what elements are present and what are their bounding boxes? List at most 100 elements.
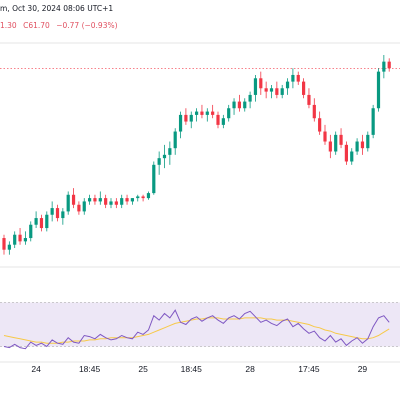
candle-body [34, 218, 38, 225]
legend-values: 1.30 C61.70 −0.77 (−0.93%) [0, 21, 122, 30]
candle-body [61, 211, 65, 219]
candle-body [275, 88, 279, 95]
candle [200, 104, 204, 119]
candle-body [328, 141, 332, 152]
candle [216, 111, 220, 129]
candle [307, 88, 311, 109]
candle-body [157, 158, 161, 165]
candle-body [195, 111, 199, 115]
candle [371, 104, 375, 139]
x-tick-label: 24 [31, 364, 41, 374]
candle-body [323, 131, 327, 142]
candle [120, 194, 124, 209]
candle-body [243, 101, 247, 109]
candle [360, 134, 365, 155]
candle [280, 84, 284, 99]
candle-body [146, 193, 151, 199]
candle [366, 131, 370, 152]
grid [0, 42, 400, 363]
candle-body [307, 94, 311, 105]
candle-body [184, 114, 188, 122]
candle-body [232, 101, 236, 109]
candlestick-series [2, 54, 391, 255]
candle-body [285, 81, 290, 89]
candle [387, 58, 391, 72]
candle-body [136, 196, 140, 199]
candle-body [280, 88, 284, 95]
x-tick-label: 29 [358, 364, 368, 374]
candle-body [376, 71, 381, 109]
candle-body [216, 114, 220, 125]
candle [382, 54, 386, 79]
x-tick-label: 25 [138, 364, 148, 374]
x-tick-label: 18:45 [181, 364, 203, 374]
time-axis: 24 18:45 25 18:45 28 17:45 29 [31, 364, 367, 374]
candle-body [77, 204, 81, 212]
candle [285, 78, 290, 95]
candle-body [382, 61, 386, 72]
candle [318, 111, 322, 135]
candle [376, 68, 381, 112]
rsi-line [3, 309, 390, 350]
candle-body [227, 108, 231, 119]
candle-body [120, 198, 124, 205]
candle [302, 78, 306, 99]
candle [173, 128, 177, 155]
candle-body [29, 224, 33, 239]
candle-body [55, 208, 60, 219]
legend-close: C61.70 [23, 21, 50, 30]
candle [312, 98, 316, 122]
candle [34, 211, 38, 229]
candle [350, 148, 354, 165]
candle [125, 194, 129, 205]
candle [334, 131, 338, 155]
candle [211, 104, 215, 119]
candle-body [82, 201, 86, 212]
candle [259, 71, 263, 95]
candle [339, 128, 343, 149]
candle [205, 108, 209, 122]
candle [77, 201, 81, 215]
candle [323, 124, 327, 145]
candle [45, 211, 49, 232]
rsi-ma-line [3, 317, 390, 344]
candle-body [2, 238, 6, 250]
candle-body [318, 118, 322, 132]
candle [275, 81, 279, 99]
candle-body [125, 198, 129, 202]
candle [109, 198, 113, 209]
candle [195, 108, 199, 122]
candle [71, 188, 76, 209]
candle-body [264, 88, 268, 92]
candle [50, 201, 54, 222]
candle-body [339, 134, 343, 145]
candle-body [66, 194, 70, 212]
candle [264, 81, 268, 99]
candle-body [355, 141, 359, 152]
candle [18, 228, 22, 245]
candle [355, 138, 359, 155]
candle [2, 234, 6, 255]
candle [243, 98, 247, 112]
candle [23, 231, 27, 245]
candle-body [253, 78, 258, 95]
candle-body [221, 118, 225, 125]
x-tick-label: 17:45 [298, 364, 320, 374]
candle [13, 231, 17, 249]
candle-body [259, 78, 263, 89]
candle [39, 214, 44, 232]
candle [221, 114, 225, 129]
candle [168, 141, 172, 165]
candle [146, 191, 151, 200]
candle [237, 94, 241, 112]
candle-body [13, 234, 17, 245]
candle-body [45, 214, 49, 229]
candle-body [200, 111, 204, 115]
legend-header: m, Oct 30, 2024 08:06 UTC+1 [0, 4, 114, 13]
candle-body [248, 94, 252, 102]
candle-body [71, 194, 76, 205]
candle [114, 198, 118, 209]
candle [98, 191, 102, 205]
candle-body [7, 244, 11, 250]
